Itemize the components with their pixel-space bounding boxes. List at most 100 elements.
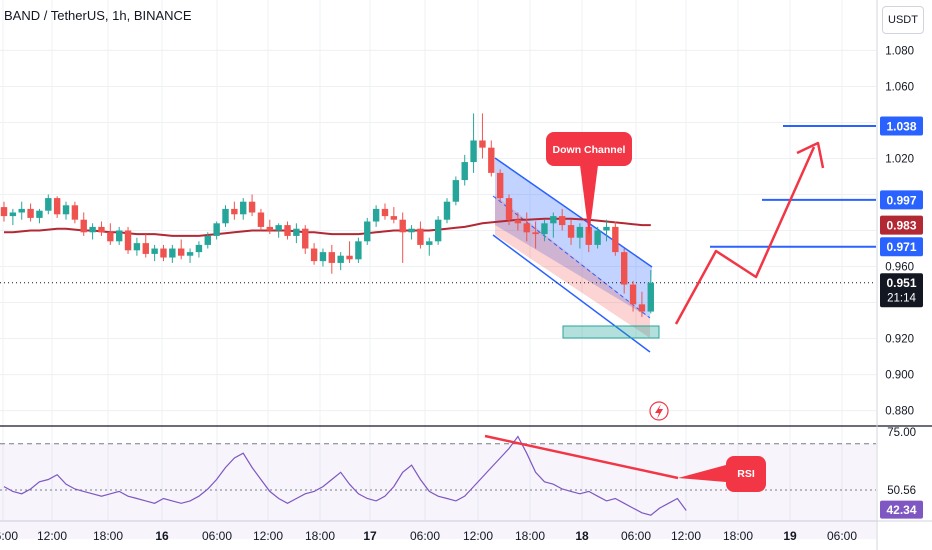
candle-body [248,201,256,213]
lightning-bolt [655,404,663,419]
time-tick-label: 06:00 [621,529,651,543]
time-tick-label: 12:00 [37,529,67,543]
rsi-line [3,435,687,516]
candle-body [213,223,220,236]
candle-body [612,226,619,253]
time-tick-label: 06:00 [827,529,857,543]
rsi-tick-label: 50.56 [887,485,916,497]
candle-body [479,140,486,148]
time-tick-label: 19 [783,529,797,543]
countdown-text: 21:14 [887,293,916,305]
price-tick-label: 0.920 [885,334,914,346]
candle-body [27,208,34,218]
candle-body [364,221,371,242]
lightning-icon[interactable] [649,401,669,421]
price-tick-label: 1.020 [885,153,914,165]
price-label-box [880,273,923,308]
candle-body [240,201,247,215]
candle-body [178,248,185,256]
channel-lower-line [492,234,651,353]
rsi-divergence-line [484,434,679,480]
candle-body [355,241,362,260]
candle-body [0,207,8,217]
candle-body [443,201,451,220]
time-tick-label: 12:00 [463,529,493,543]
price-label-text: 0.971 [886,240,916,254]
price-label-text: 0.997 [886,193,916,207]
candle-body [89,226,96,233]
currency-button[interactable]: USDT [882,6,924,34]
price-tick-label: 1.060 [885,81,914,93]
candle-body [293,228,300,236]
candle-body [284,225,291,236]
candles [0,113,654,317]
candle-body [629,284,637,305]
candle-body [266,226,273,231]
time-tick-label: 18 [575,529,589,543]
candle-body [107,232,114,242]
candle-body [18,208,25,213]
candle-body [257,212,265,227]
time-tick-label: 06:00 [0,529,18,543]
candle-body [461,162,468,181]
price-label-text: 0.951 [886,276,916,290]
candle-body [115,230,123,242]
candle-body [36,210,43,218]
callout-box [546,132,632,166]
candle-body [550,216,557,224]
candle-body [337,255,344,263]
down-channel-label: Down Channel [553,144,626,156]
time-tick-label: 16 [155,529,169,543]
price-tick-label: 1.080 [885,45,914,57]
channel-mid-line [492,195,651,319]
price-label-text: 0.983 [886,219,916,233]
rsi-value-box [880,500,923,519]
candle-body [302,228,309,249]
candle-body [80,219,87,233]
candle-body [319,252,327,262]
candle-body [621,252,628,285]
candle-body [124,230,132,251]
candle-body [160,248,167,258]
candle-body [567,225,575,238]
candle-body [576,226,584,238]
channel-lower-fill [495,195,650,338]
grid [0,0,876,520]
candle-body [45,198,52,211]
candle-body [151,248,158,254]
support-zone [562,325,660,339]
price-label-box [880,215,923,235]
candle-body [558,216,566,226]
price-tick-label: 0.960 [885,262,914,274]
price-label-text: 1.038 [886,120,916,134]
candle-body [390,216,398,220]
candle-body [98,226,105,233]
candle-body [204,235,211,245]
rsi-tick-label: 75.00 [887,427,916,439]
projection-arrowhead [796,141,825,169]
time-tick-label: 12:00 [253,529,283,543]
candle-body [310,248,318,262]
candle-body [541,223,548,235]
candle-body [594,230,601,245]
candle-body [275,225,282,231]
rsi-value-text: 42.34 [886,503,916,517]
candle-body [346,255,353,260]
time-tick-label: 18:00 [723,529,753,543]
candle-body [399,219,406,233]
candle-body [496,172,504,199]
time-tick-label: 18:00 [93,529,123,543]
price-label-box [880,237,923,257]
channel-upper-line [494,157,653,268]
candle-body [71,205,79,220]
moving-average-line [4,217,651,237]
candle-body [638,304,646,312]
candle-body [523,223,530,233]
candle-body [434,219,442,242]
down-channel [492,157,653,353]
projection-path [674,146,816,325]
time-tick-label: 12:00 [671,529,701,543]
candle-body [505,198,513,220]
down-channel-callout: Down Channel [546,132,632,236]
